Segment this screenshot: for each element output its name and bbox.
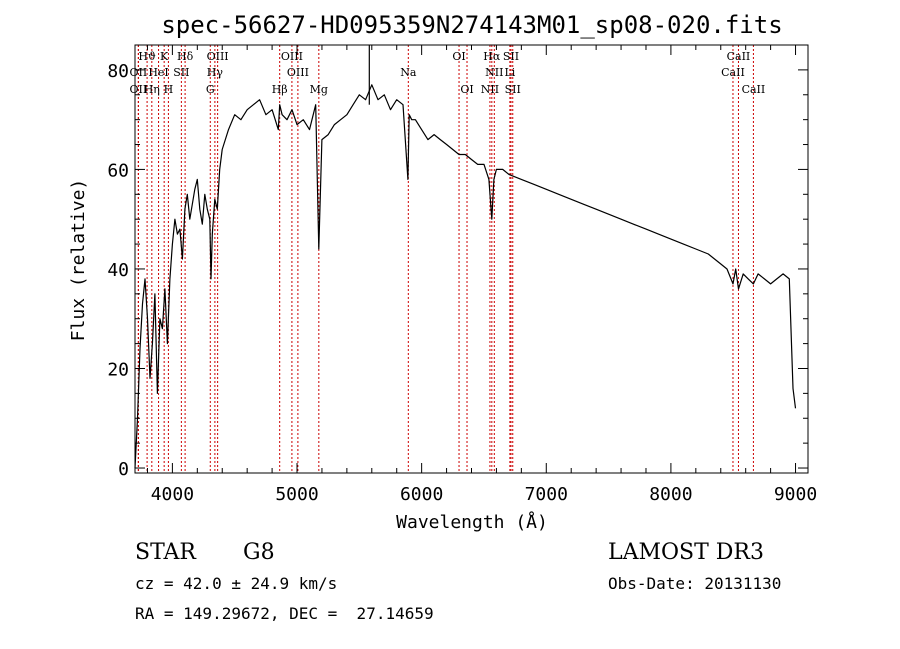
spectral-line-label: HeI xyxy=(148,66,168,79)
spectral-line-label: Hα xyxy=(483,50,501,63)
y-tick-label: 20 xyxy=(107,359,129,380)
spectral-line-label: Na xyxy=(400,66,417,79)
y-tick-label: 40 xyxy=(107,260,129,281)
spectral-line-label: Hη xyxy=(144,83,160,96)
spectrum-chart: spec-56627-HD095359N274143M01_sp08-020.f… xyxy=(68,11,817,533)
y-axis-ticks: 0 20 40 60 80 xyxy=(107,61,808,480)
spectral-line-label: CaII xyxy=(727,50,751,63)
spectral-line-label: Hβ xyxy=(272,83,288,96)
x-tick-label: 8000 xyxy=(649,484,692,505)
spectral-line-label: SII xyxy=(503,50,519,63)
plot-frame xyxy=(134,44,809,474)
spectral-line-label: G xyxy=(206,83,215,96)
spectral-line-label: NII xyxy=(485,66,503,79)
spectral-line-label: CaII xyxy=(742,83,766,96)
x-axis-ticks: 4000 5000 6000 7000 8000 9000 xyxy=(146,45,817,505)
spectral-line-label: OIII xyxy=(281,50,303,63)
spectral-line-label: Hδ xyxy=(177,50,194,63)
y-axis-label: Flux (relative) xyxy=(68,179,89,342)
y-tick-label: 60 xyxy=(107,160,129,181)
survey-name: LAMOST DR3 xyxy=(608,540,764,565)
spectral-line-label: OIII xyxy=(287,66,309,79)
spectral-line-label: OI xyxy=(460,83,473,96)
spectral-line-markers xyxy=(137,45,754,473)
spectral-line-label: OII xyxy=(130,83,148,96)
spectrum-line xyxy=(134,84,797,469)
x-tick-label: 9000 xyxy=(774,484,817,505)
redshift-cz: cz = 42.0 ± 24.9 km/s xyxy=(135,574,338,593)
y-tick-label: 80 xyxy=(107,61,129,82)
x-tick-label: 6000 xyxy=(400,484,443,505)
spectral-line-label: Hγ xyxy=(207,66,224,79)
coordinates: RA = 149.29672, DEC = 27.14659 xyxy=(135,604,434,623)
x-tick-label: 4000 xyxy=(151,484,194,505)
spectral-line-label: CaII xyxy=(721,66,745,79)
spectral-line-label: Li xyxy=(504,66,515,79)
spectral-line-label: NII xyxy=(481,83,499,96)
observation-date: Obs-Date: 20131130 xyxy=(608,574,782,593)
object-subclass: G8 xyxy=(243,540,275,565)
x-axis-label: Wavelength (Å) xyxy=(396,511,548,533)
spectral-line-label: SII xyxy=(505,83,521,96)
spectral-line-label: OIII xyxy=(207,50,229,63)
object-class: STAR xyxy=(135,540,196,565)
spectral-line-label: SII xyxy=(173,66,189,79)
spectral-line-label: Mg xyxy=(310,83,328,96)
spectral-line-label: Hϑ xyxy=(138,50,156,63)
x-tick-label: 7000 xyxy=(525,484,568,505)
y-tick-label: 0 xyxy=(118,459,129,480)
spectral-line-label: H xyxy=(164,83,174,96)
spectral-line-label: OI xyxy=(452,50,465,63)
spectral-line-label: K xyxy=(160,50,169,63)
x-tick-label: 5000 xyxy=(275,484,318,505)
chart-title: spec-56627-HD095359N274143M01_sp08-020.f… xyxy=(161,11,782,39)
spectral-line-label: OII xyxy=(130,66,148,79)
